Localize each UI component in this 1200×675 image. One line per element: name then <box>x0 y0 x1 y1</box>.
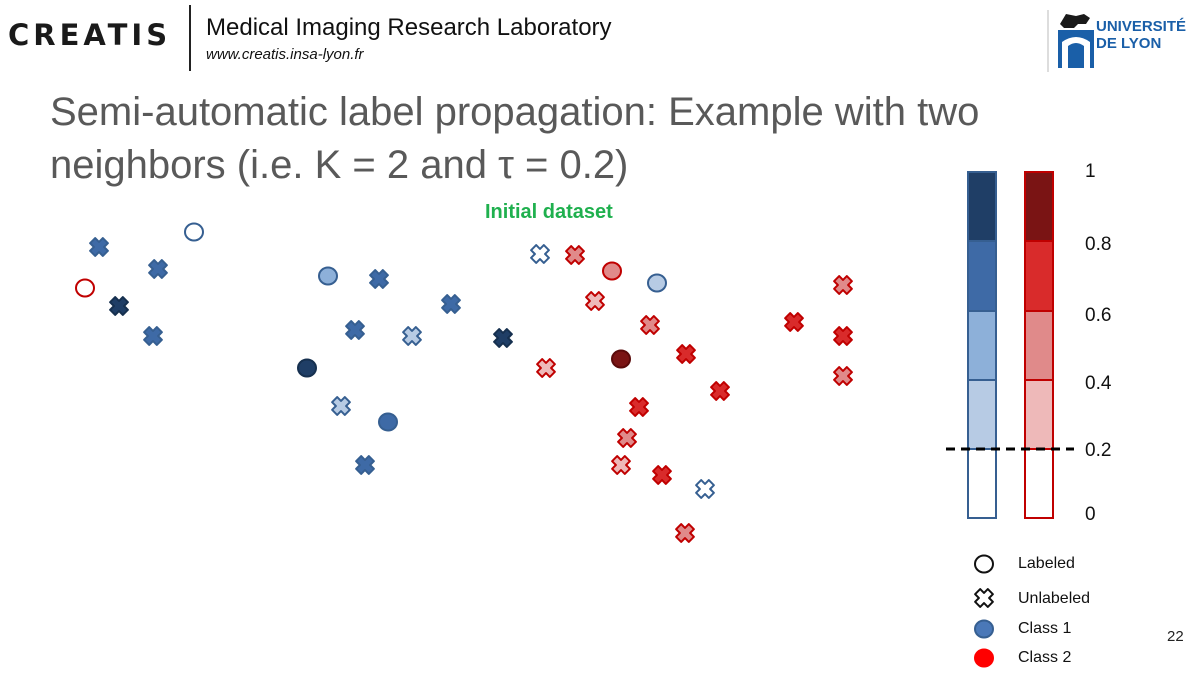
legend-class2-marker <box>974 648 994 668</box>
colorbar-tick-label: 0.2 <box>1085 440 1112 461</box>
legend-class2-label: Class 2 <box>1018 649 1072 666</box>
lab-name: Medical Imaging Research Laboratory <box>206 14 612 41</box>
colorbar-segment <box>1024 379 1054 450</box>
unlabeled-point <box>833 326 853 346</box>
colorbar-tick-label: 0.4 <box>1085 373 1112 394</box>
class1-colorbar <box>967 171 997 519</box>
colorbar-segment <box>1024 171 1054 242</box>
unlabeled-point <box>629 397 649 417</box>
lab-url[interactable]: www.creatis.insa-lyon.fr <box>206 46 364 63</box>
unlabeled-point <box>89 237 109 257</box>
unlabeled-point <box>833 366 853 386</box>
unlabeled-point <box>710 381 730 401</box>
labeled-point <box>318 266 338 286</box>
colorbar-segment <box>967 310 997 381</box>
unlabeled-point <box>617 428 637 448</box>
labeled-point <box>611 349 631 369</box>
unlabeled-point <box>611 455 631 475</box>
colorbar-tick-label: 1 <box>1085 161 1096 182</box>
labeled-point <box>297 358 317 378</box>
legend-class1-marker <box>974 619 994 639</box>
colorbar-tick-label: 0.6 <box>1085 305 1112 326</box>
unlabeled-point <box>784 312 804 332</box>
colorbar-segment <box>967 171 997 242</box>
unlabeled-point <box>695 479 715 499</box>
unlabeled-point <box>536 358 556 378</box>
unlabeled-point <box>676 344 696 364</box>
legend-unlabeled-marker <box>974 588 994 608</box>
labeled-point <box>184 222 204 242</box>
colorbar-tick-label: 0.8 <box>1085 234 1112 255</box>
unlabeled-point <box>369 269 389 289</box>
legend <box>974 554 994 668</box>
dataset-label: Initial dataset <box>485 201 613 223</box>
colorbar-segment <box>1024 310 1054 381</box>
unlabeled-point <box>585 291 605 311</box>
unlabeled-point <box>833 275 853 295</box>
labeled-point <box>602 261 622 281</box>
unlabeled-point <box>345 320 365 340</box>
unlabeled-point <box>441 294 461 314</box>
university-name: UNIVERSITÉ DE LYON <box>1096 18 1187 52</box>
colorbar-segment <box>1024 240 1054 312</box>
colorbar-segment <box>967 379 997 450</box>
labeled-point <box>75 278 95 298</box>
colorbar-segment <box>1024 448 1054 519</box>
unlabeled-point <box>640 315 660 335</box>
unlabeled-point <box>675 523 695 543</box>
slide-title: Semi-automatic label propagation: Exampl… <box>50 90 980 187</box>
labeled-point <box>378 412 398 432</box>
unlabeled-point <box>652 465 672 485</box>
legend-class1-label: Class 1 <box>1018 620 1072 637</box>
class2-colorbar <box>1024 171 1054 519</box>
colorbar-tick-label: 0 <box>1085 504 1096 525</box>
legend-unlabeled-label: Unlabeled <box>1018 590 1091 607</box>
labeled-point <box>647 273 667 293</box>
unlabeled-point <box>493 328 513 348</box>
unlabeled-point <box>143 326 163 346</box>
header-divider <box>189 5 191 71</box>
colorbar-segment <box>967 240 997 312</box>
legend-labeled-label: Labeled <box>1018 555 1075 572</box>
unlabeled-point <box>530 244 550 264</box>
unlabeled-point <box>109 296 129 316</box>
scatter-points <box>75 222 853 543</box>
unlabeled-point <box>402 326 422 346</box>
unlabeled-point <box>331 396 351 416</box>
university-lion-logo-icon <box>1047 10 1094 72</box>
legend-labeled-marker <box>974 554 994 574</box>
colorbar-segment <box>967 448 997 519</box>
page-number: 22 <box>1167 628 1184 645</box>
unlabeled-point <box>355 455 375 475</box>
unlabeled-point <box>565 245 585 265</box>
unlabeled-point <box>148 259 168 279</box>
creatis-logo: CREATIS <box>8 18 172 52</box>
